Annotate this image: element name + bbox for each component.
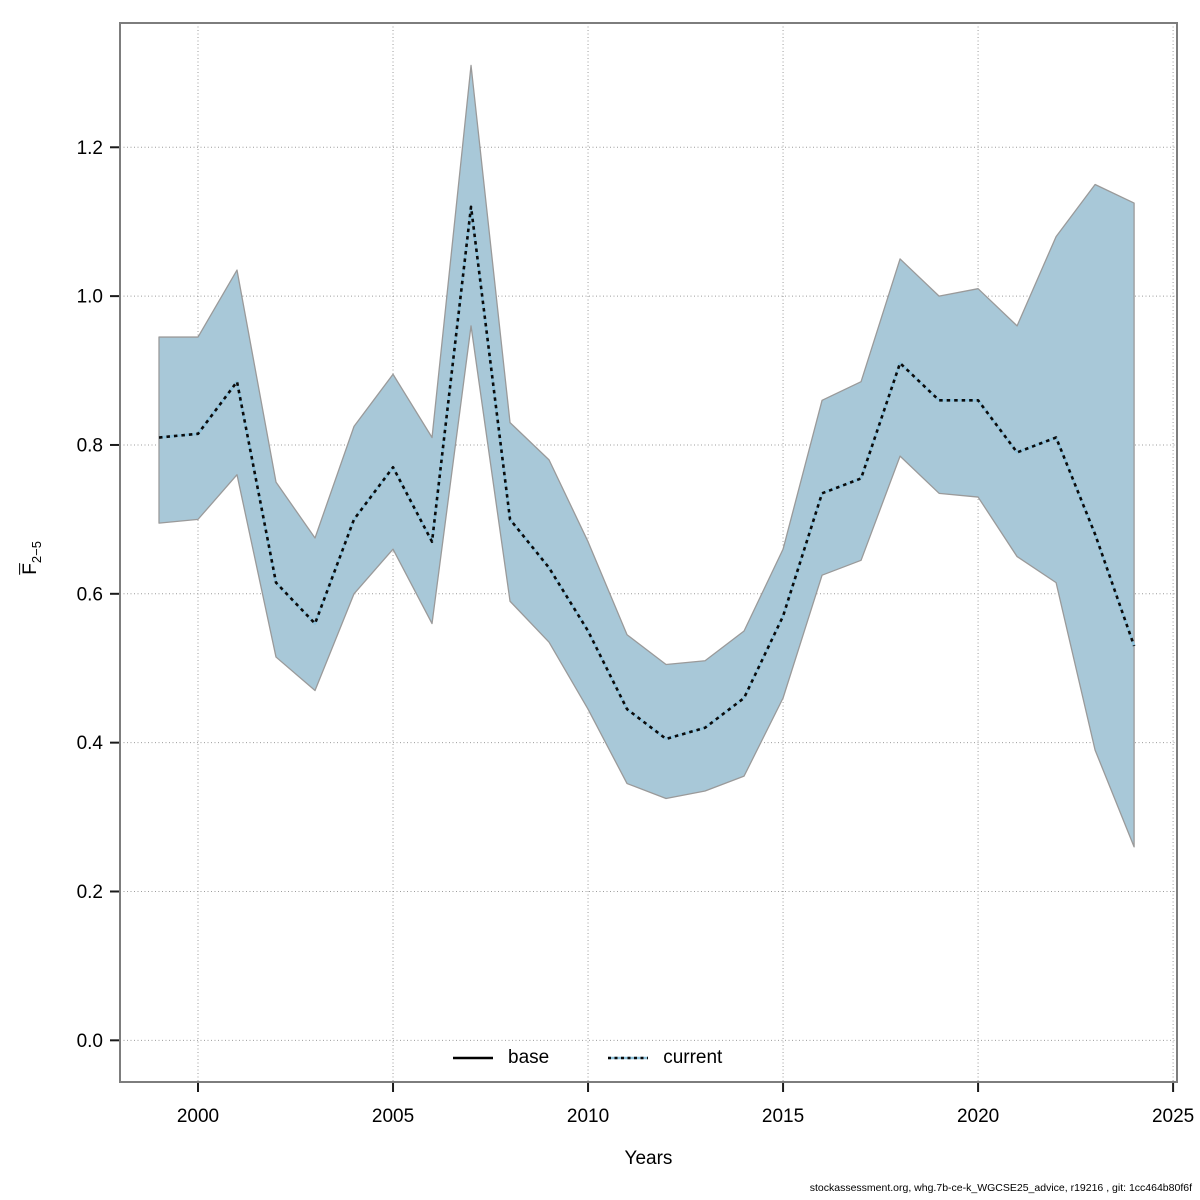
- y-tick-label: 0.6: [77, 584, 103, 605]
- x-tick-label: 2015: [762, 1106, 804, 1127]
- y-axis-title-subscript: 2−5: [28, 541, 44, 564]
- x-tick-label: 2025: [1152, 1106, 1194, 1127]
- y-tick-label: 0.8: [77, 435, 103, 456]
- y-tick-label: 1.0: [77, 287, 103, 308]
- confidence-band: [158, 64, 1135, 848]
- y-tick-label: 0.2: [77, 882, 103, 903]
- legend-base-line-sample: [453, 1056, 493, 1060]
- legend: base current: [452, 1044, 722, 1072]
- footer-attribution: stockassessment.org, whg.7b-ce-k_WGCSE25…: [809, 1182, 1192, 1194]
- y-axis-title-symbol: F: [20, 563, 42, 575]
- y-axis-title: F2−5: [20, 498, 44, 618]
- x-tick-label: 2005: [372, 1106, 414, 1127]
- x-tick-label: 2000: [177, 1106, 219, 1127]
- y-tick-label: 0.0: [77, 1031, 103, 1052]
- current-line: [158, 205, 1136, 741]
- legend-base-label: base: [508, 1047, 550, 1068]
- x-tick-label: 2020: [957, 1106, 999, 1127]
- legend-current-line-sample: [608, 1056, 649, 1060]
- legend-current-label: current: [663, 1047, 723, 1068]
- x-tick-label: 2010: [567, 1106, 609, 1127]
- x-axis-title: Years: [624, 1148, 673, 1169]
- plot-border: [119, 22, 1178, 1083]
- y-tick-label: 0.4: [77, 733, 104, 754]
- y-tick-label: 1.2: [77, 138, 103, 159]
